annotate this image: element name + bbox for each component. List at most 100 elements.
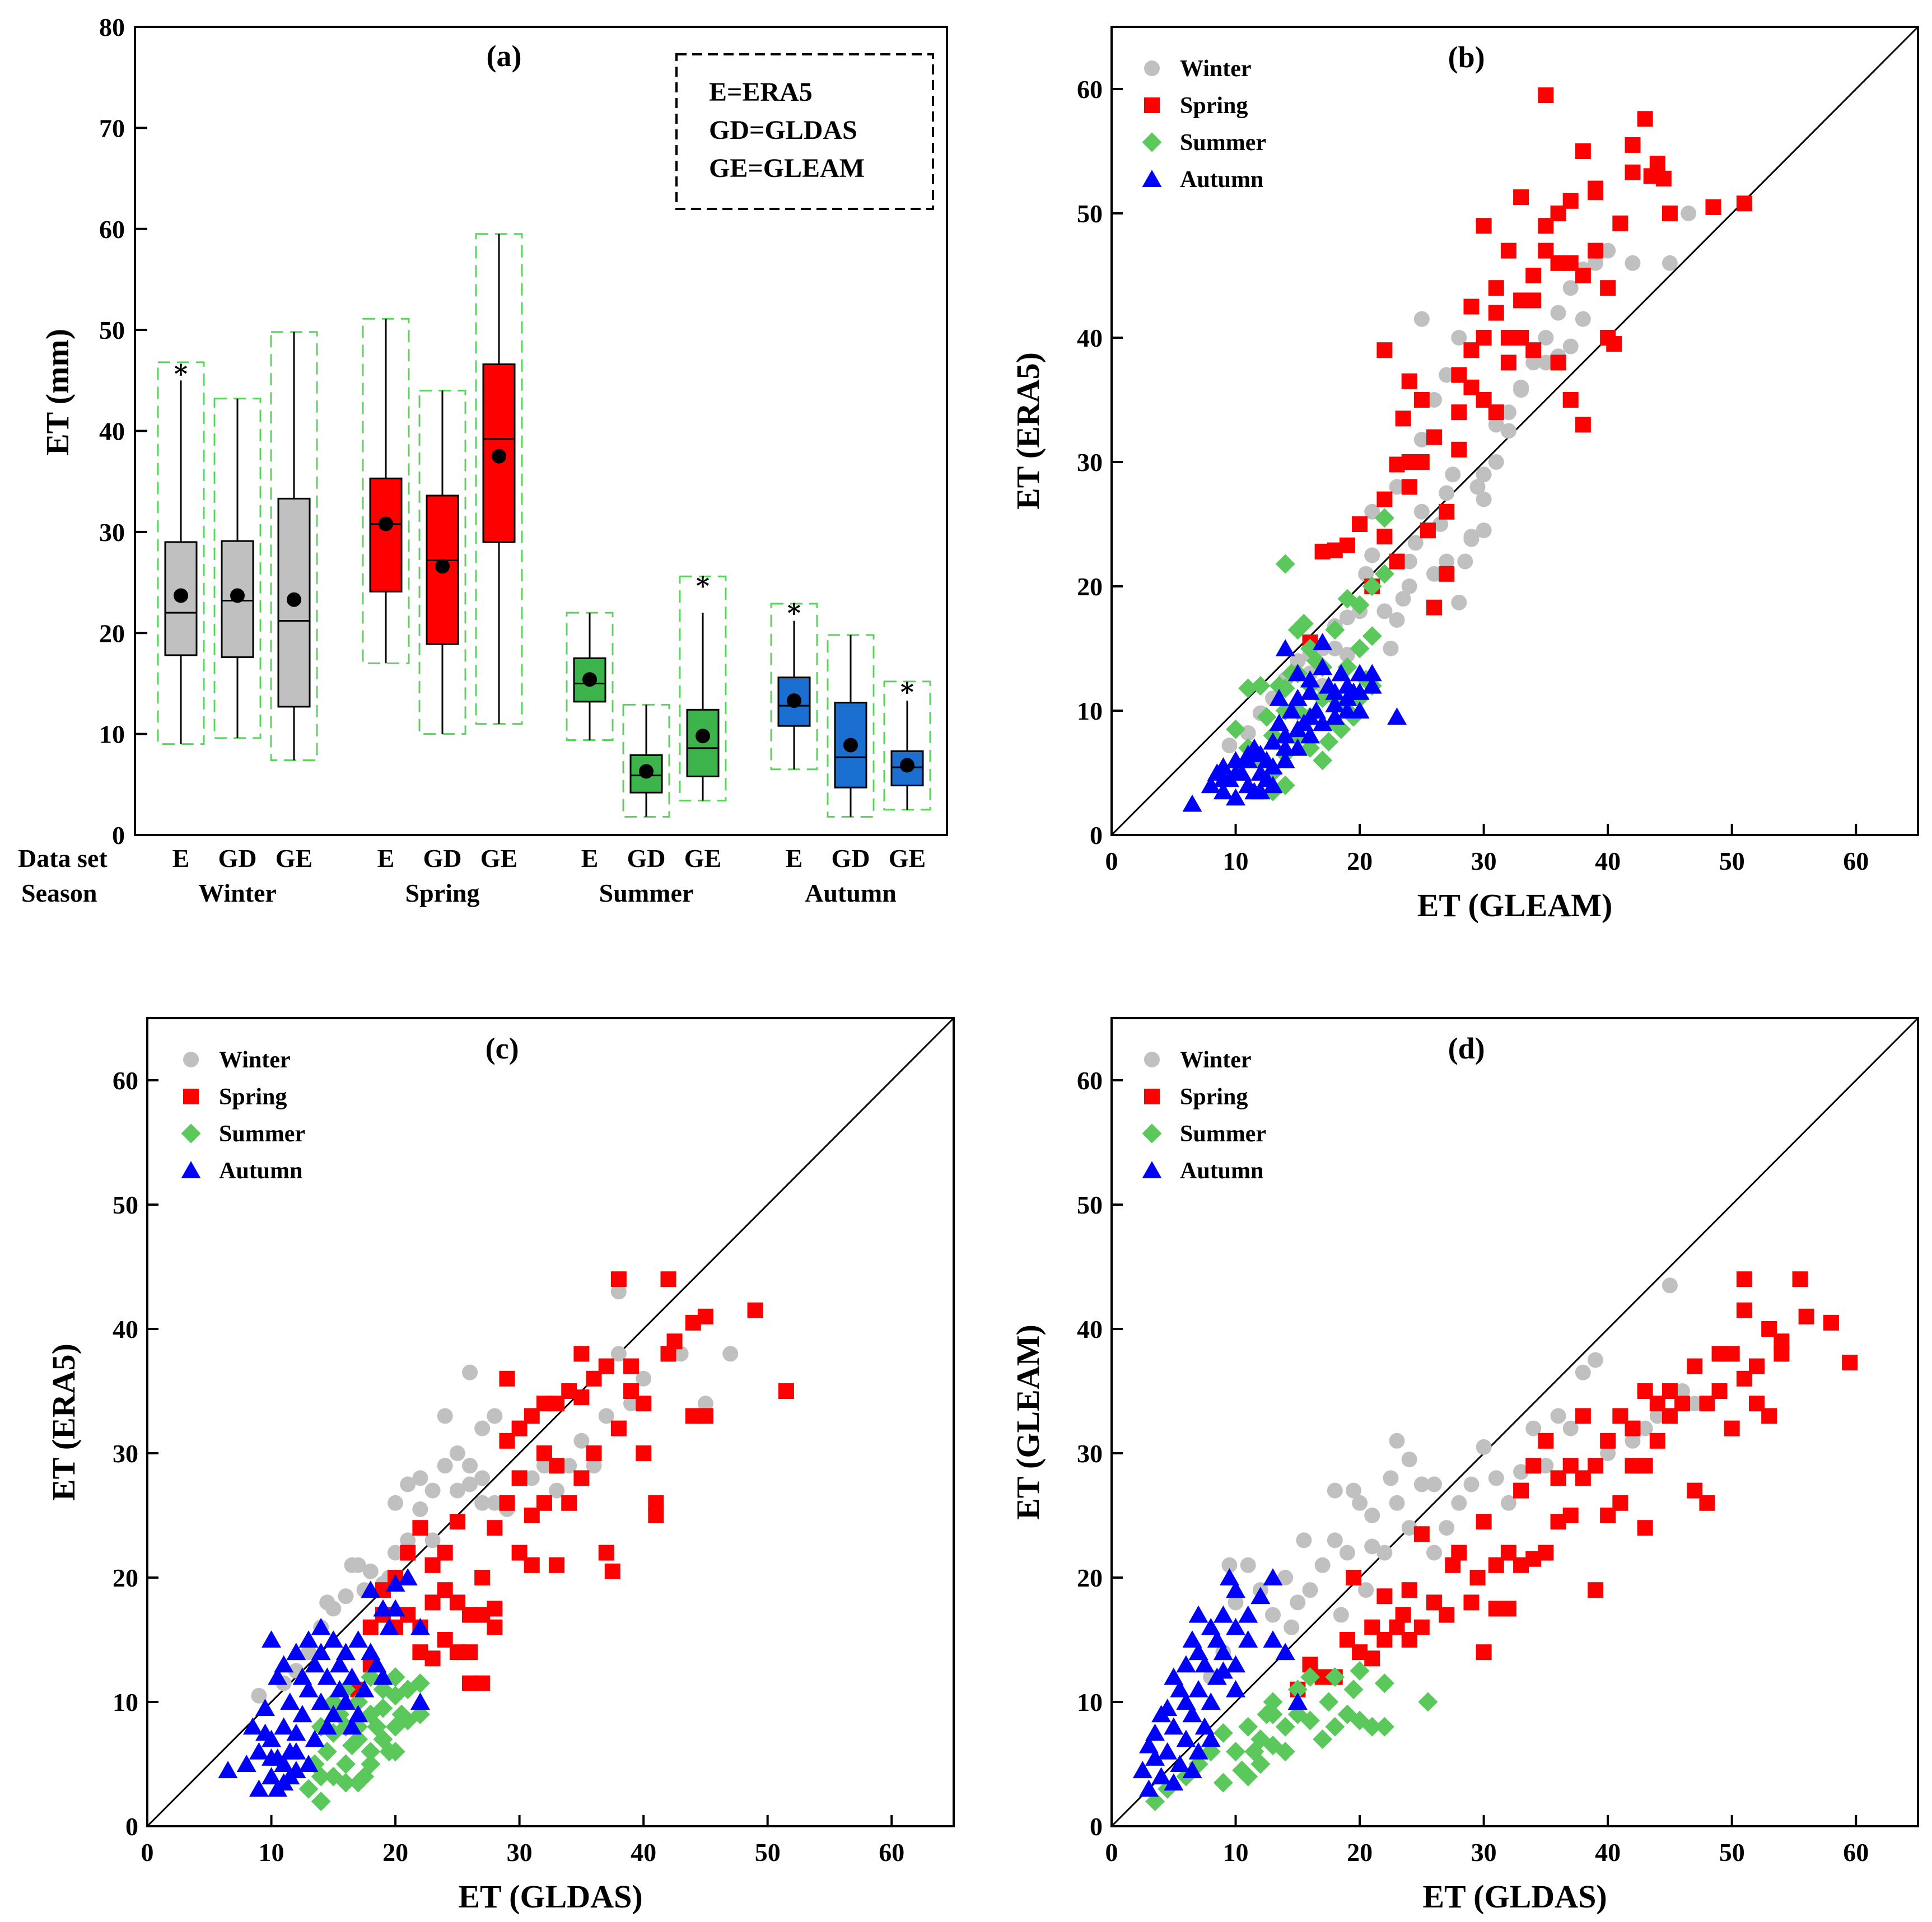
series-spring [350, 1271, 794, 1697]
autumn-point [1194, 1717, 1215, 1735]
x-tick-label: 60 [879, 1838, 904, 1867]
winter-point [561, 1458, 577, 1474]
autumn-point [1188, 1605, 1208, 1623]
spring-point [1588, 1458, 1603, 1474]
autumn-point [1201, 776, 1221, 794]
y-tick-label: 40 [1077, 324, 1103, 352]
winter-point [1439, 1520, 1455, 1536]
spring-point [1500, 354, 1516, 371]
summer-point [1275, 554, 1295, 574]
winter-point [1439, 485, 1455, 501]
spring-point [648, 1508, 664, 1523]
autumn-point [348, 1705, 368, 1723]
winter-point [1413, 432, 1430, 448]
winter-point [1376, 603, 1393, 619]
autumn-point [1275, 639, 1295, 656]
autumn-point [1182, 1705, 1202, 1723]
mean-marker [787, 693, 801, 708]
winter-point [697, 1396, 713, 1412]
x-axis-label: ET (GLDAS) [458, 1878, 642, 1915]
panel-a-boxplot: (a) 0 10 20 30 40 50 60 70 80 ET (mm) ∗ ∗ ∗ ∗ E GD GE… [18, 13, 948, 907]
x-tick-label: 20 [1347, 1838, 1373, 1867]
spring-point [1736, 1271, 1752, 1287]
legend-label-autumn: Autumn [1180, 167, 1263, 193]
mean-marker [900, 758, 914, 773]
winter-point [1476, 466, 1492, 483]
spring-point [1736, 1302, 1752, 1318]
winter-point [1538, 1458, 1554, 1474]
autumn-point [1387, 707, 1407, 725]
winter-point [1662, 255, 1678, 271]
winter-point [1562, 338, 1579, 354]
winter-point [1339, 647, 1355, 663]
spring-point [437, 1545, 453, 1561]
summer-point [1313, 1729, 1333, 1750]
autumn-point [1287, 1692, 1308, 1710]
x-tick-label: 10 [1223, 1838, 1249, 1867]
summer-point [373, 1698, 393, 1718]
mean-marker [492, 449, 506, 464]
autumn-point [1325, 707, 1345, 725]
winter-point [1432, 516, 1449, 532]
autumn-point [373, 1667, 393, 1685]
autumn-point [298, 1630, 319, 1648]
autumn-point [292, 1667, 312, 1685]
spring-point [1600, 280, 1616, 296]
autumn-point [323, 1630, 343, 1648]
winter-point [424, 1532, 441, 1548]
winter-point [437, 1408, 453, 1424]
spring-point [1625, 164, 1641, 180]
spring-point [636, 1396, 652, 1412]
autumn-point [1350, 701, 1370, 719]
spring-point [660, 1271, 676, 1287]
spring-point [1413, 454, 1430, 470]
autumn-point [1350, 664, 1370, 682]
winter-point [1221, 738, 1238, 754]
legend-marker-summer [1142, 1123, 1162, 1144]
y-tick-label: 20 [99, 619, 125, 647]
summer-point [361, 1754, 381, 1774]
spring-point [1538, 87, 1554, 104]
winter-point [1525, 354, 1542, 371]
summer-point [1350, 638, 1370, 659]
autumn-point [1219, 1568, 1239, 1585]
outlier-marker: ∗ [694, 567, 712, 595]
y-tick-label: 10 [99, 720, 125, 749]
autumn-point [1226, 1680, 1246, 1697]
series-spring [1290, 1271, 1858, 1697]
autumn-point [367, 1655, 387, 1673]
autumn-point [1213, 769, 1233, 787]
spring-point [1376, 529, 1393, 545]
winter-point [610, 1284, 627, 1300]
summer-point [1362, 1716, 1382, 1737]
spring-point [1625, 137, 1641, 153]
autumn-point [1238, 751, 1258, 768]
winter-point [1413, 1476, 1430, 1492]
winter-point [1562, 1420, 1579, 1436]
spring-point [1420, 523, 1436, 539]
autumn-point [1226, 1580, 1246, 1598]
summer-point [1319, 732, 1339, 752]
autumn-point [361, 1643, 381, 1660]
spring-point [573, 1470, 590, 1486]
autumn-point [280, 1767, 300, 1785]
y-tick-label: 20 [113, 1564, 138, 1592]
spring-point [462, 1644, 478, 1660]
autumn-point [1300, 726, 1320, 744]
autumn-point [1201, 1729, 1221, 1747]
spring-point [778, 1383, 794, 1399]
season-label: Winter [198, 879, 277, 907]
autumn-point [1275, 1643, 1295, 1660]
legend-gleam: GE=GLEAM [709, 153, 865, 183]
autumn-point [1226, 1655, 1246, 1673]
series-autumn [1182, 633, 1407, 812]
y-tick-label: 0 [1090, 821, 1103, 850]
autumn-point [274, 1655, 294, 1673]
autumn-point [236, 1755, 256, 1772]
autumn-point [1300, 682, 1320, 700]
autumn-point [255, 1723, 275, 1741]
autumn-point [1226, 788, 1246, 806]
autumn-point [1138, 1779, 1159, 1797]
spring-point [1488, 280, 1504, 296]
